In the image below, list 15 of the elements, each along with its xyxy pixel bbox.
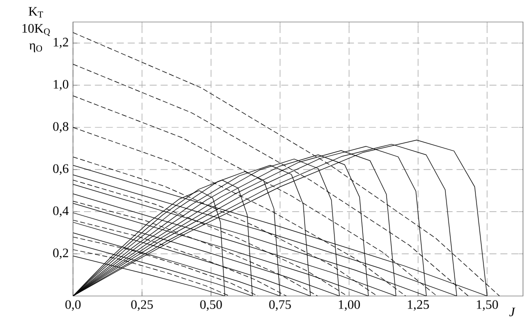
x-tick-label: 1,25 [408, 300, 429, 311]
text: K$_{T}$ 10K$_{Q}$ η$_{O}$ [22, 7, 50, 52]
y-tick-label: 0,2 [53, 248, 68, 260]
x-tick-label: 0,75 [269, 300, 291, 311]
y-tick-label: 1,2 [54, 38, 68, 48]
x-tick-label: 0,50 [200, 300, 222, 311]
y-tick-label: 1,0 [54, 80, 68, 91]
x-tick-label: 0,25 [131, 300, 153, 311]
x-tick-label: 0,0 [65, 300, 81, 311]
x-tick-label: 1,00 [338, 300, 360, 311]
x-tick-label: 1,50 [476, 300, 498, 311]
x-axis-title: J [509, 308, 516, 316]
y-tick-label: 0,4 [53, 206, 69, 217]
y-tick-label: 0,8 [53, 122, 68, 133]
y-tick-label: 0,6 [53, 164, 68, 175]
